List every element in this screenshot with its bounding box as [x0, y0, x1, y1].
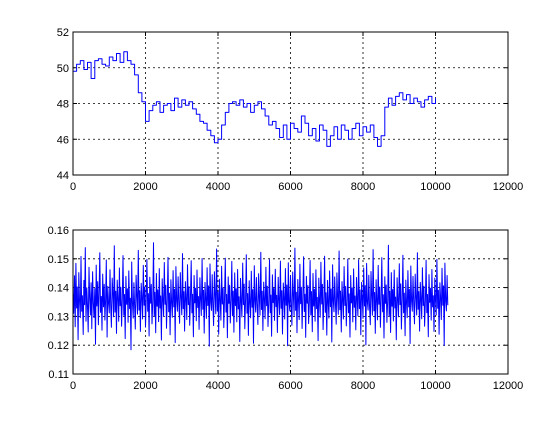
y-tick-label: 0.16: [48, 225, 69, 237]
x-tick-label: 0: [70, 181, 76, 193]
x-tick-label: 12000: [493, 181, 524, 193]
x-tick-label: 2000: [133, 380, 157, 392]
top-axes: 0 2000 4000 6000 8000 10000 12000 44 46 48 50 52: [57, 27, 524, 193]
series-line: [72, 242, 449, 351]
y-tick-label: 52: [57, 27, 69, 39]
x-tick-label: 0: [70, 380, 76, 392]
x-tick-label: 10000: [420, 181, 451, 193]
x-tick-label: 6000: [278, 181, 302, 193]
axes-frame: [72, 229, 509, 375]
y-tick-label: 0.13: [48, 311, 69, 323]
x-tick-label: 2000: [133, 181, 157, 193]
series-line: [73, 51, 436, 147]
x-tick-label: 4000: [206, 380, 230, 392]
x-tick-label: 12000: [493, 380, 524, 392]
x-tick-label: 4000: [206, 181, 230, 193]
y-tick-label: 46: [57, 134, 69, 146]
axes-frame: [72, 31, 509, 176]
x-tick-label: 10000: [420, 380, 451, 392]
x-tick-label: 8000: [351, 380, 375, 392]
x-tick-label: 8000: [351, 181, 375, 193]
y-tick-label: 0.14: [48, 283, 69, 295]
y-tick-label: 0.11: [48, 369, 69, 381]
y-tick-label: 0.15: [48, 254, 69, 266]
y-tick-label: 48: [57, 99, 69, 111]
y-tick-label: 0.12: [48, 340, 69, 352]
x-tick-label: 6000: [278, 380, 302, 392]
y-tick-label: 50: [57, 63, 69, 75]
bottom-axes: 0 2000 4000 6000 8000 10000 12000 0.11 0.12 0.13 0…: [48, 225, 524, 392]
y-tick-label: 44: [57, 170, 69, 182]
